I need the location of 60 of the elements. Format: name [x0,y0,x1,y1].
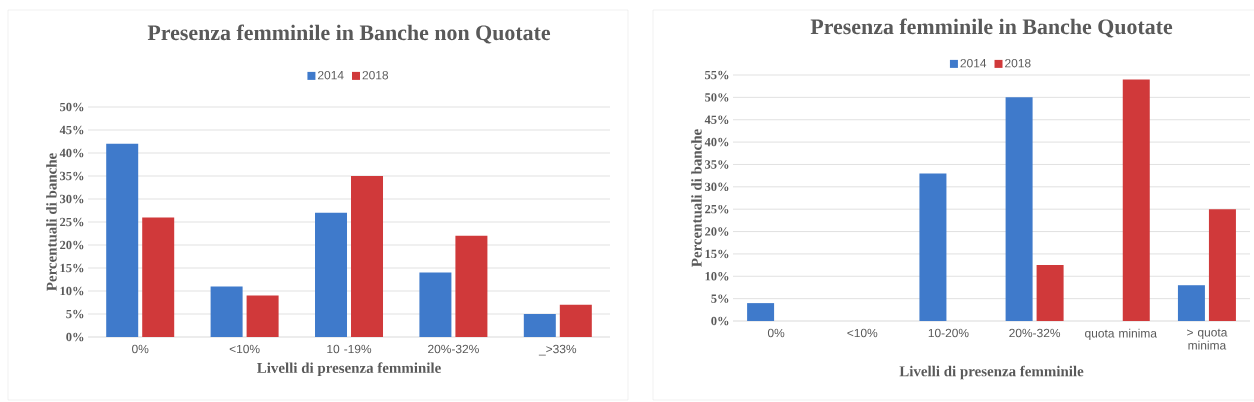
bar [747,303,775,321]
y-tick-label: 20% [60,240,84,250]
bar [142,217,175,337]
y-tick-label: 35% [60,171,84,181]
x-tick-label: 0% [767,328,785,338]
y-tick-label: 5% [66,309,84,319]
y-axis-title: Percentuali di banche [691,129,702,267]
y-tick-label: 20% [705,227,729,236]
y-tick-label: 35% [705,160,729,169]
x-tick-label: > quota minima [1187,328,1228,350]
y-tick-label: 5% [711,294,729,303]
x-tick-label: 0% [132,344,149,354]
x-tick-label: 20%-32% [428,344,479,354]
bar [1177,285,1205,321]
bar [315,212,348,337]
y-tick-label: 25% [60,217,84,227]
x-tick-label: 20%-32% [1009,328,1061,338]
y-tick-label: 45% [59,125,84,135]
y-tick-label: 55% [705,70,729,80]
y-tick-label: 40% [59,148,84,158]
y-tick-label: 50% [705,93,729,102]
y-tick-label: 30% [705,182,729,192]
x-axis-title: Livelli di presenza femminile [899,365,1084,380]
bar [919,173,947,321]
legend-label: 2018 [1005,58,1031,68]
bar [455,235,488,337]
bar [523,314,556,337]
x-tick-label: _>33% [538,344,577,356]
legend-label: 2014 [960,58,987,68]
y-tick-label: 10% [705,272,729,281]
y-tick-label: 15% [60,263,84,273]
y-axis-title: Percentuali di banche [46,153,57,291]
bar [106,143,139,337]
y-tick-label: 45% [704,115,729,124]
y-tick-label: 10% [60,286,84,296]
bar [1208,209,1236,321]
x-tick-label: 10 -19% [327,344,372,354]
bar [559,304,592,337]
legend-label: 2014 [318,70,344,80]
y-tick-label: 40% [704,137,729,147]
bar [419,272,452,337]
y-tick-label: 25% [705,204,729,214]
bar [1005,97,1033,321]
bar [1122,79,1150,321]
x-tick-label: <10% [847,328,878,338]
x-tick-label: <10% [229,344,260,354]
bar [351,176,384,337]
bar [246,295,279,337]
bar [210,286,243,337]
x-axis-title: Livelli di presenza femminile [257,362,441,377]
y-tick-label: 15% [705,249,729,259]
bar [1036,265,1064,321]
chart-title: Presenza femminile in Banche non Quotate [147,24,551,44]
legend-label: 2018 [362,70,389,80]
x-tick-label: quota minima [1085,328,1157,340]
y-tick-label: 50% [60,102,84,112]
chart-title: Presenza femminile in Banche Quotate [810,18,1173,38]
y-tick-label: 30% [60,194,84,204]
x-tick-label: 10-20% [928,328,969,338]
y-tick-label: 0% [711,316,729,326]
